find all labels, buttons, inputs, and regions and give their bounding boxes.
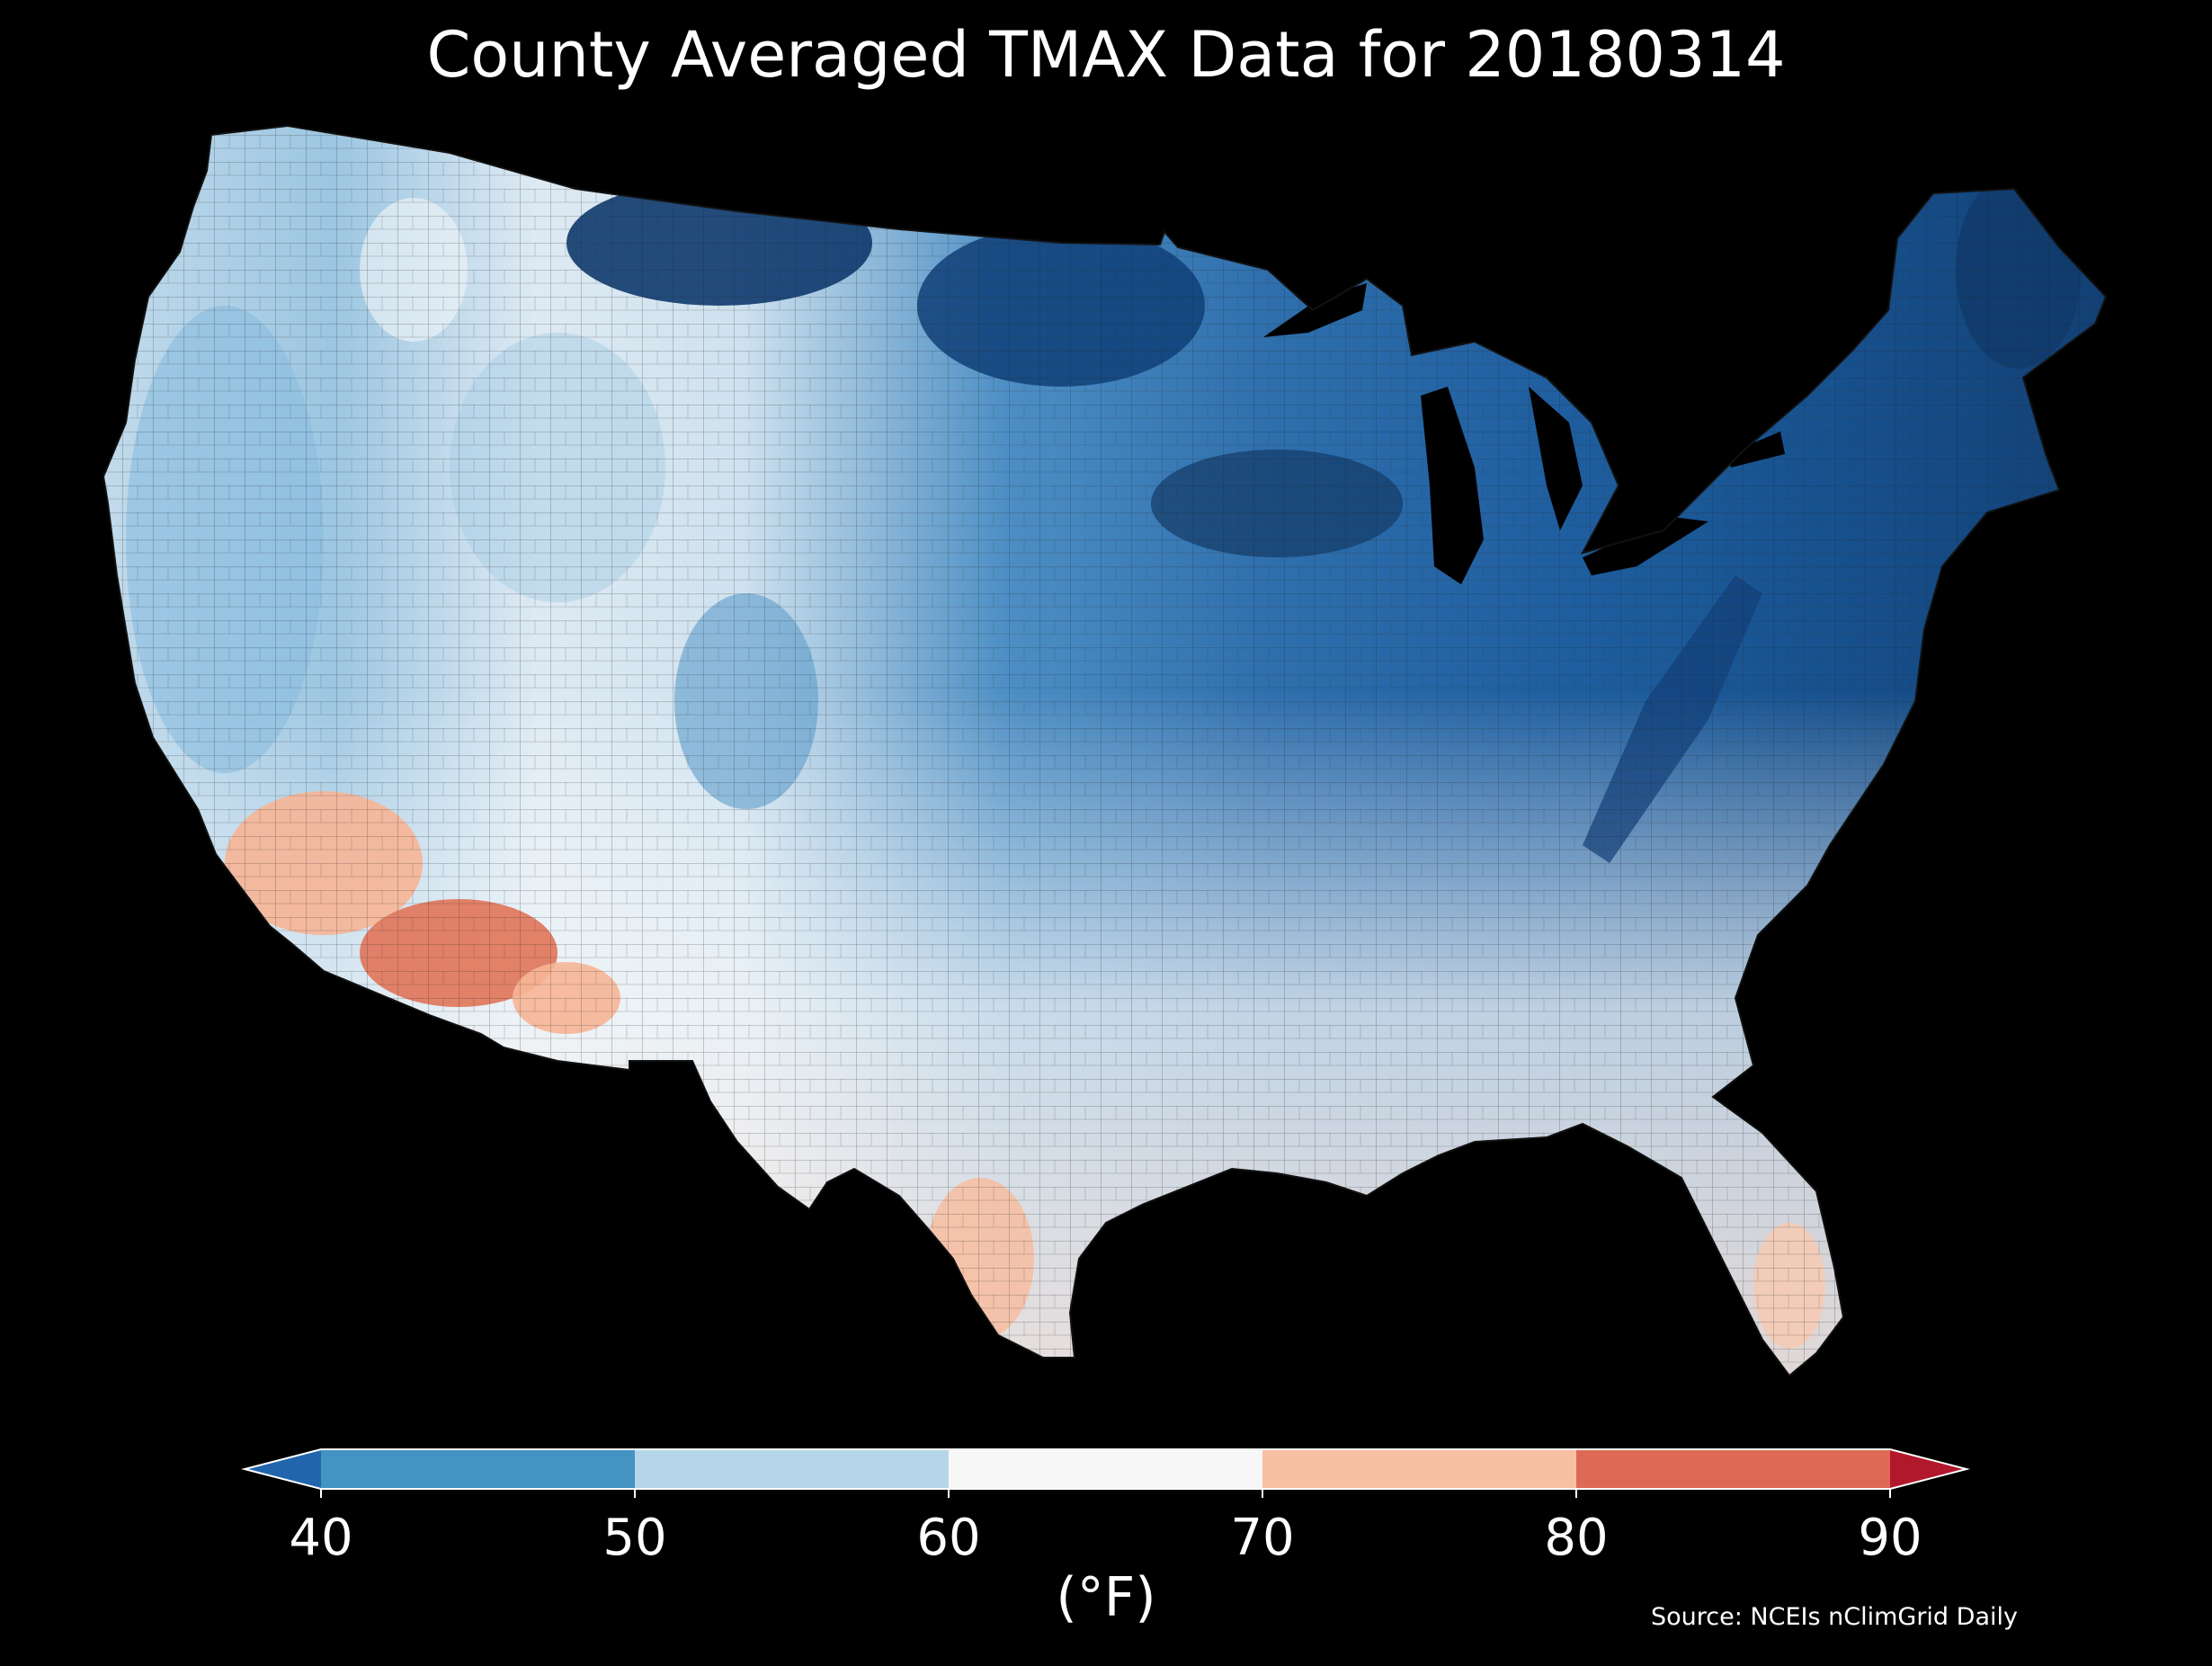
colorbar-tick-label: 40 <box>289 1509 353 1567</box>
colorbar-units: (°F) <box>1056 1566 1156 1629</box>
colorbar-tick-label: 70 <box>1230 1509 1295 1567</box>
colorbar-bin <box>321 1449 635 1489</box>
colorbar-bin <box>949 1449 1262 1489</box>
colorbar-extend-high <box>1890 1449 1967 1489</box>
map-title: County Averaged TMAX Data for 20180314 <box>426 18 1786 92</box>
colorbar-bin <box>1576 1449 1890 1489</box>
colorbar-tick-label: 50 <box>602 1509 667 1567</box>
source-note: Source: NCEIs nClimGrid Daily <box>1651 1603 2018 1631</box>
great-lakes <box>1263 283 1785 584</box>
colorbar-tick-label: 80 <box>1544 1509 1609 1567</box>
colorbar-tick-label: 90 <box>1858 1509 1922 1567</box>
colorbar-bin <box>635 1449 949 1489</box>
colorbar-bin <box>1262 1449 1576 1489</box>
colorbar-extend-low <box>245 1449 321 1489</box>
colorbar-tick-label: 60 <box>916 1509 981 1567</box>
